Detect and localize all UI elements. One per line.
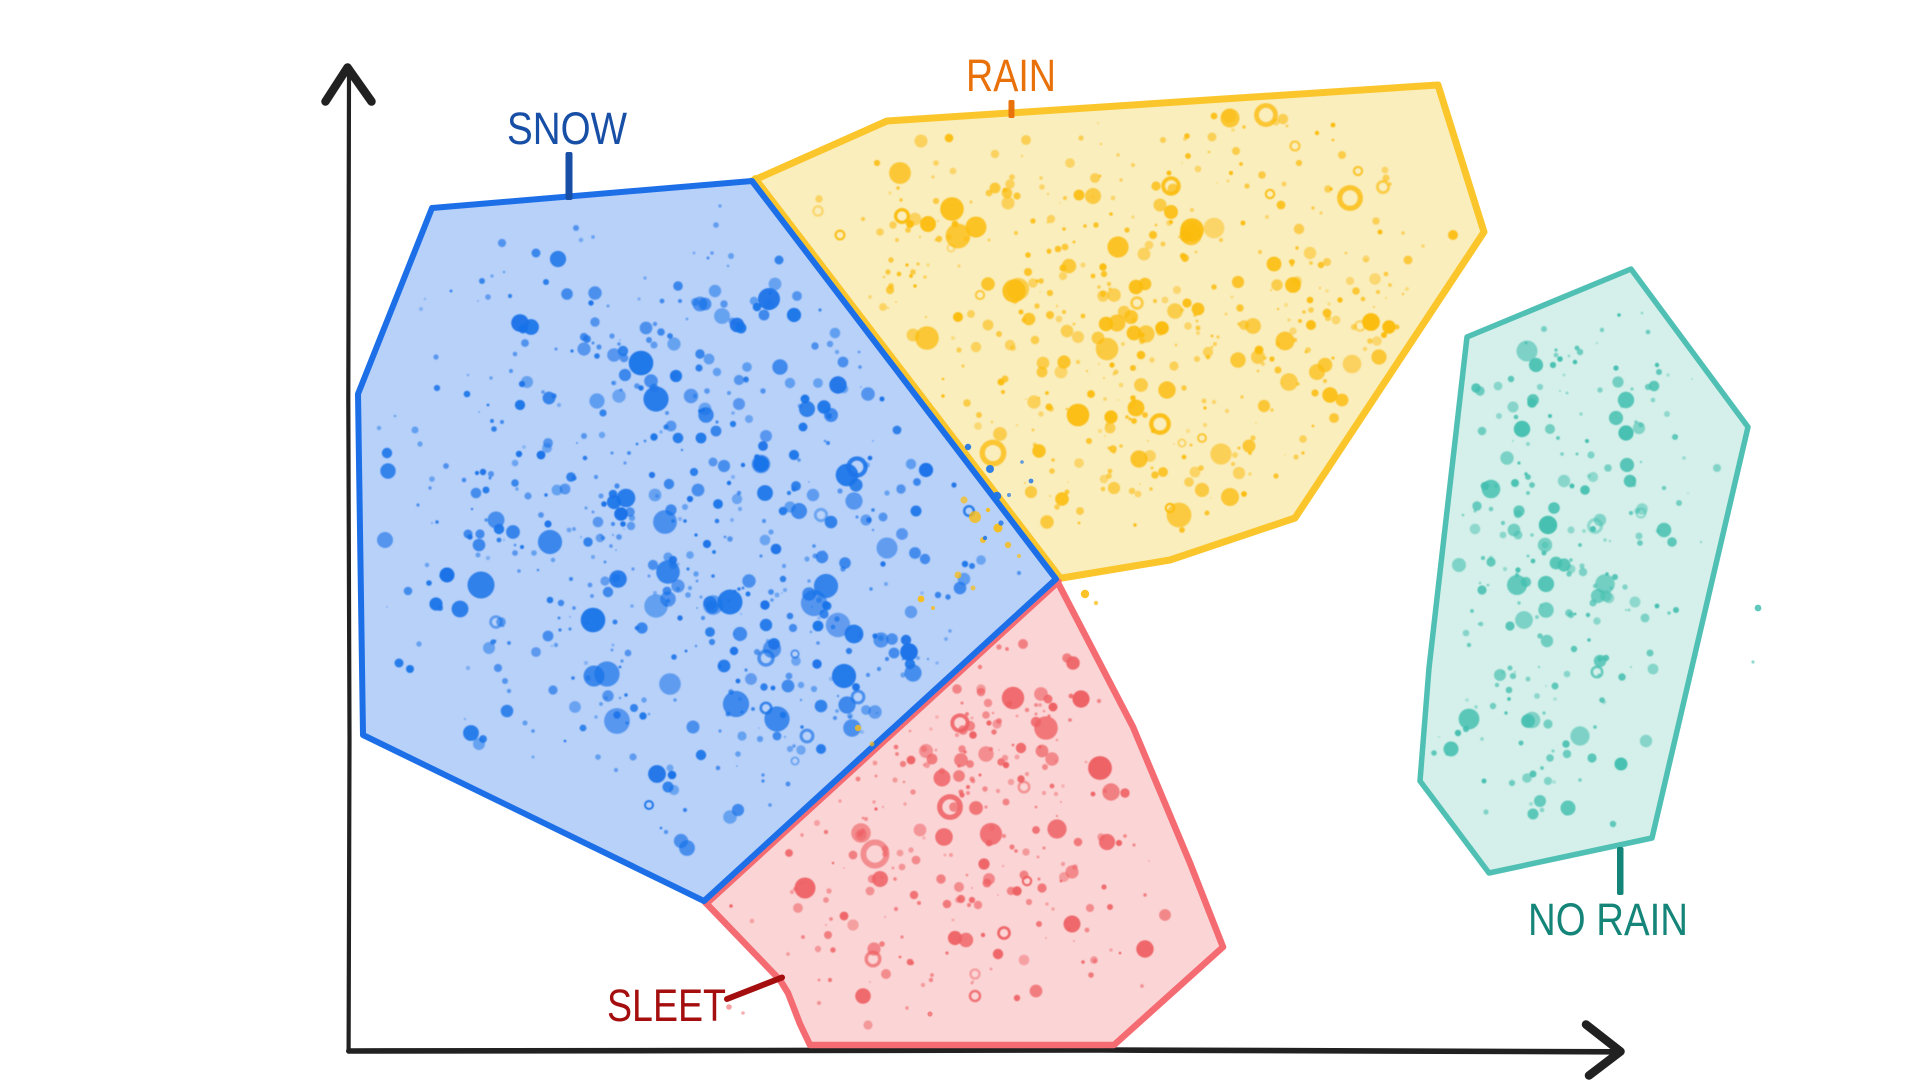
svg-text:SNOW: SNOW bbox=[507, 103, 627, 154]
svg-text:RAIN: RAIN bbox=[966, 50, 1056, 101]
svg-text:SLEET: SLEET bbox=[607, 980, 726, 1031]
svg-text:NO RAIN: NO RAIN bbox=[1528, 894, 1688, 945]
